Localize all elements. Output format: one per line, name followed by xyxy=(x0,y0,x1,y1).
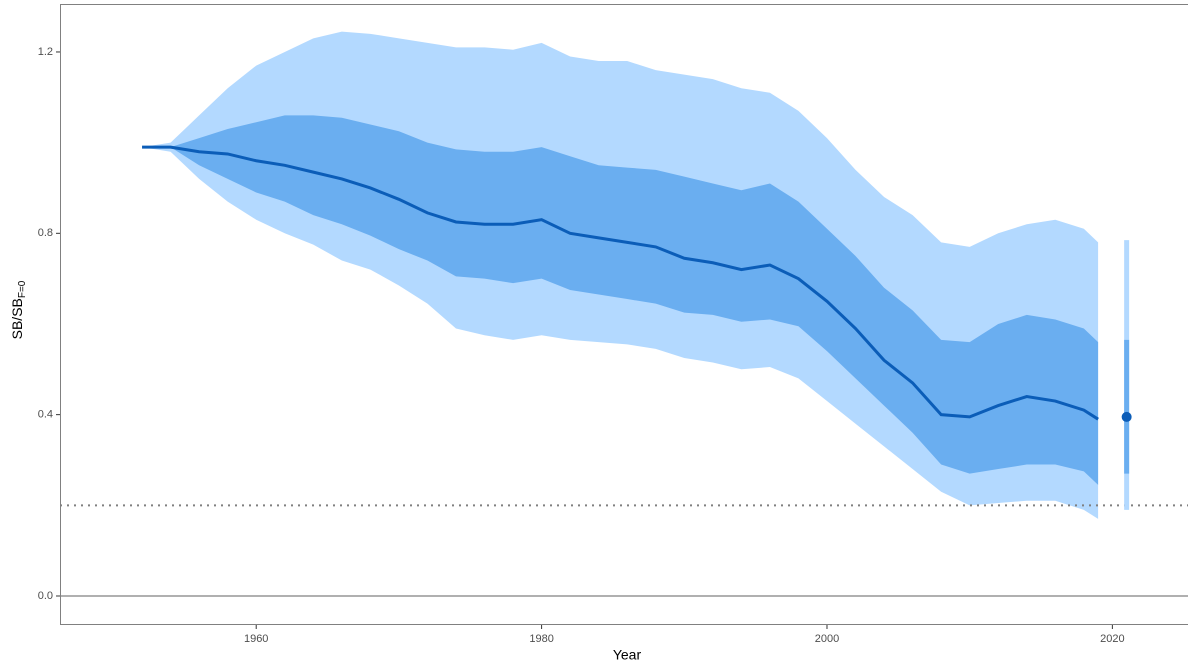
x-tick-label: 1980 xyxy=(529,633,553,645)
y-tick-label: 0.0 xyxy=(38,590,53,602)
projection-point xyxy=(1122,412,1132,422)
y-label-main: SB/SB xyxy=(9,298,25,339)
y-axis-label: SB/SBF=0 xyxy=(9,280,28,339)
y-tick-label: 0.4 xyxy=(38,409,53,421)
y-tick-label: 0.8 xyxy=(38,227,53,239)
x-axis-label: Year xyxy=(613,647,642,663)
y-label-subscript: F=0 xyxy=(17,280,28,298)
x-tick-label: 2000 xyxy=(815,633,839,645)
y-tick-label: 1.2 xyxy=(38,46,53,58)
x-tick-label: 2020 xyxy=(1100,633,1124,645)
x-tick-label: 1960 xyxy=(244,633,268,645)
